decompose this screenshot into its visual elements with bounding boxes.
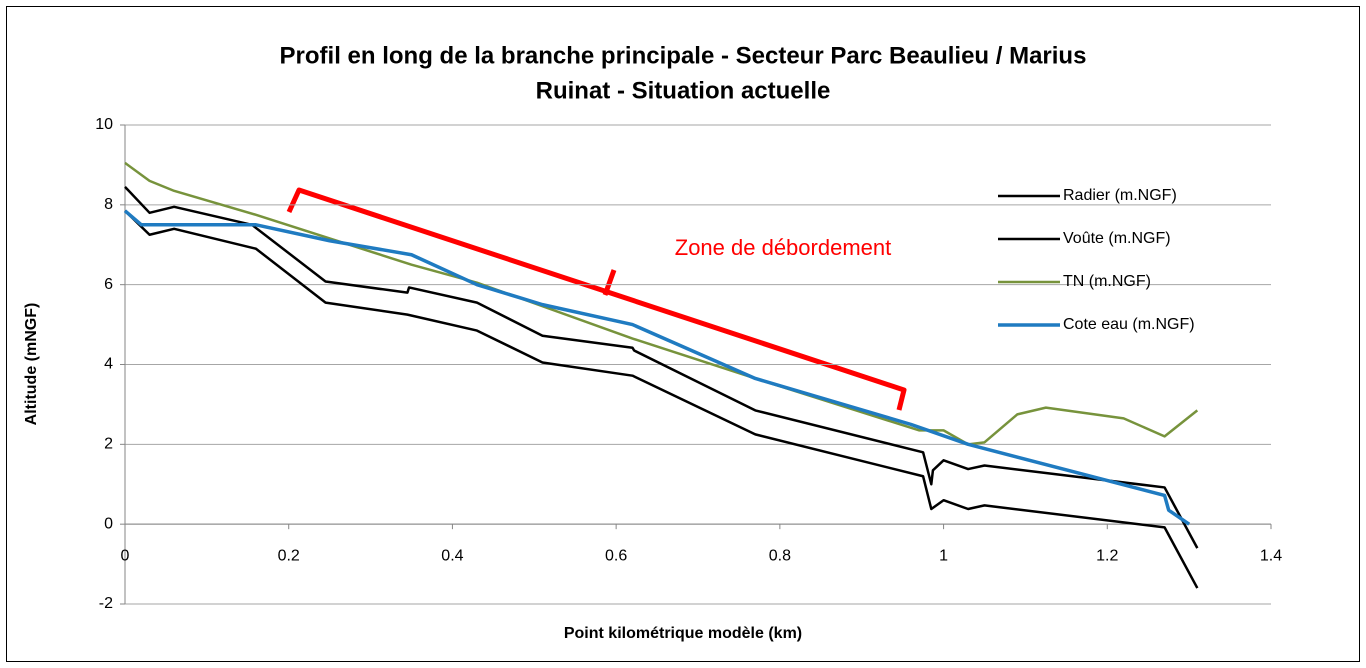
x-tick-label: 1.4 [1260,547,1282,564]
y-tick-label: -2 [99,595,113,612]
plot-area: -2 0 2 4 6 8 10 0 0.2 0.4 0.6 0.8 1 1.2 1.4 Radier (m.N… [95,116,1282,612]
chart-title: Ruinat - Situation actuelle [536,77,831,104]
y-tick-label: 0 [104,515,113,532]
x-tick-label: 0 [121,547,130,564]
x-tick-label: 1.2 [1096,547,1118,564]
series-line [124,161,1199,446]
x-tick-label: 1 [939,547,948,564]
series-line [124,209,1199,589]
y-axis-title: Altitude (mNGF) [23,303,40,426]
chart-frame [6,6,1360,662]
y-tick-label: 10 [95,116,113,133]
y-tick-label: 8 [104,196,113,213]
overflow-brace [286,187,907,411]
legend-label: Radier (m.NGF) [1063,187,1177,204]
x-tick-label: 0.2 [278,547,300,564]
legend-label: TN (m.NGF) [1063,273,1151,290]
x-tick-label: 0.4 [441,547,463,564]
chart-title: Profil en long de la branche principale … [280,42,1087,69]
series-line [123,209,1191,526]
legend-label: Voûte (m.NGF) [1063,230,1171,247]
x-axis-title: Point kilométrique modèle (km) [564,625,802,642]
y-tick-label: 2 [104,436,113,453]
legend-label: Cote eau (m.NGF) [1063,316,1195,333]
y-tick-label: 6 [104,276,113,293]
annotation: Zone de débordement [675,235,892,260]
x-tick-label: 0.8 [769,547,791,564]
series-line [124,186,1199,549]
x-tick-label: 0.6 [605,547,627,564]
y-tick-label: 4 [104,356,113,373]
